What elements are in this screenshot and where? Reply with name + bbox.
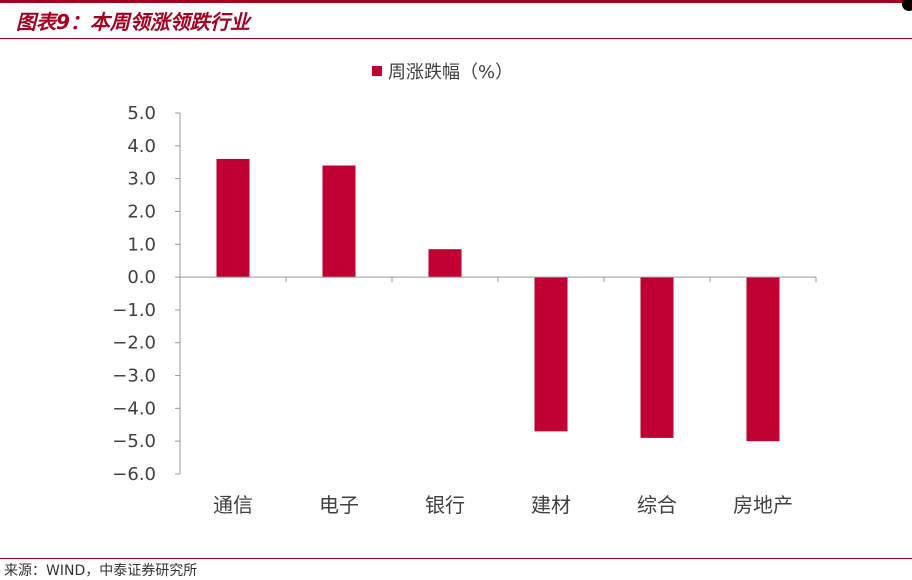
bar-3	[428, 249, 462, 278]
y-tick-label: 1.0	[127, 234, 156, 255]
category-label: 通信	[213, 493, 253, 517]
category-label: 房地产	[733, 493, 793, 517]
y-tick-label: 2.0	[127, 201, 156, 222]
y-tick-label: 4.0	[127, 136, 156, 157]
source-note: 来源：WIND，中泰证券研究所	[4, 563, 198, 579]
category-label: 电子	[319, 493, 359, 517]
bar-1	[216, 158, 250, 278]
bar-2	[322, 165, 356, 278]
chart-legend: 周涨跌幅（%）	[372, 60, 514, 83]
figure-title: 图表9：本周领涨领跌行业	[16, 10, 250, 34]
bar-4	[534, 277, 568, 432]
y-tick-label: 0.0	[127, 267, 156, 288]
category-label: 建材	[531, 493, 571, 517]
category-label: 综合	[637, 493, 677, 517]
footer-divider	[0, 558, 912, 559]
y-tick-label: 5.0	[127, 103, 156, 124]
legend-label: 周涨跌幅（%）	[388, 62, 514, 83]
y-tick-label: −1.0	[112, 300, 156, 321]
y-tick-label: 3.0	[127, 169, 156, 190]
y-tick-label: −4.0	[112, 398, 156, 419]
top-border-rule	[0, 0, 904, 3]
y-tick-label: −6.0	[112, 464, 156, 485]
bar-5	[640, 277, 674, 438]
category-label: 银行	[425, 493, 465, 517]
y-tick-label: −5.0	[112, 431, 156, 452]
y-tick-label: −2.0	[112, 333, 156, 354]
bar-6	[746, 277, 780, 442]
y-tick-label: −3.0	[112, 366, 156, 387]
title-divider	[0, 38, 912, 39]
corner-marker	[902, 0, 912, 11]
legend-swatch	[372, 66, 382, 76]
